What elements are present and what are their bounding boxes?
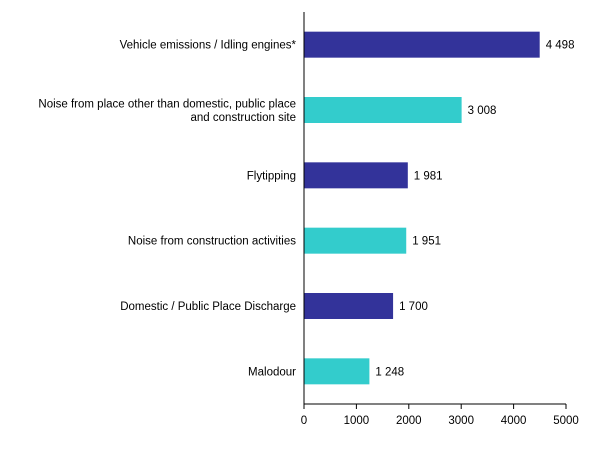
category-label: Flytipping: [247, 170, 296, 182]
bar-5: [304, 358, 370, 385]
bar-0: [304, 31, 540, 58]
bar-value-label: 3 008: [468, 105, 497, 117]
x-tick-label: 4000: [501, 415, 527, 427]
bar-value-label: 4 498: [546, 40, 575, 52]
x-tick-label: 5000: [553, 415, 579, 427]
bar-value-label: 1 981: [414, 170, 443, 182]
bar-4: [304, 293, 394, 319]
category-label: Noise from place other than domestic, pu…: [38, 98, 296, 110]
x-tick-label: 2000: [396, 415, 422, 427]
bar-2: [304, 162, 408, 189]
category-label: Vehicle emissions / Idling engines*: [120, 40, 297, 52]
bars-group: [304, 31, 540, 385]
x-ticks-group: 0 1000 2000 3000 4000 5000: [301, 404, 579, 427]
bar-1: [304, 97, 462, 123]
category-labels-group: Vehicle emissions / Idling engines* Noise…: [38, 40, 296, 379]
category-label: Domestic / Public Place Discharge: [120, 301, 296, 313]
bar-3: [304, 227, 407, 254]
value-labels-group: 4 498 3 008 1 981 1 951 1 700 1 248: [375, 40, 574, 379]
x-tick-label: 0: [301, 415, 307, 427]
category-label: and construction site: [191, 112, 296, 124]
x-tick-label: 1000: [344, 415, 370, 427]
bar-value-label: 1 248: [375, 366, 404, 378]
bar-value-label: 1 700: [399, 301, 428, 313]
x-tick-label: 3000: [448, 415, 474, 427]
category-label: Noise from construction activities: [128, 236, 296, 248]
bar-value-label: 1 951: [412, 236, 441, 248]
category-label: Malodour: [248, 366, 296, 378]
